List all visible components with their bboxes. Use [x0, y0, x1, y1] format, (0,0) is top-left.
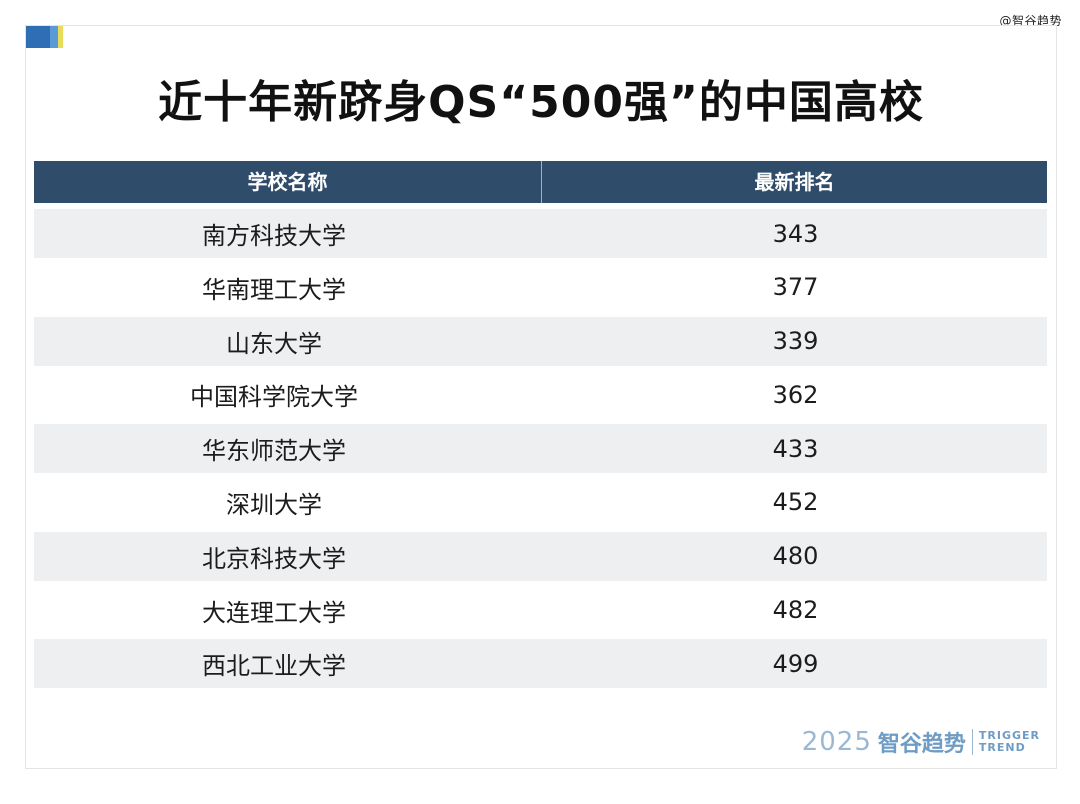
- rank-value: 362: [772, 380, 819, 409]
- brand-divider: [971, 729, 973, 755]
- brand-english-line1: TRIGGER: [978, 729, 1040, 742]
- table-card: 近十年新跻身QS“500强”的中国高校 学校名称 最新排名 南方科技大学 343…: [25, 25, 1057, 769]
- table-row: 北京科技大学 480: [34, 531, 1047, 581]
- brand-year: 2025: [801, 727, 872, 757]
- school-name: 华东师范大学: [202, 437, 346, 466]
- header-school-name: 学校名称: [34, 161, 542, 203]
- watermark: @智谷趋势: [999, 14, 1062, 28]
- rank-value: 452: [772, 488, 819, 517]
- rank-value: 433: [772, 434, 819, 463]
- brand-name: 智谷趋势: [877, 732, 966, 757]
- brand-english: TRIGGER TREND: [979, 730, 1040, 754]
- school-name: 深圳大学: [226, 490, 322, 519]
- rank-value: 480: [772, 542, 819, 571]
- ranking-table: 学校名称 最新排名 南方科技大学 343 华南理工大学 377 山东大学 339…: [34, 161, 1047, 693]
- table-row: 南方科技大学 343: [34, 209, 1047, 258]
- school-name: 西北工业大学: [202, 652, 346, 681]
- rank-value: 339: [772, 327, 819, 356]
- rank-value: 343: [772, 219, 819, 248]
- rank-value: 482: [772, 596, 819, 625]
- brand-english-line2: TREND: [978, 741, 1026, 754]
- rank-value: 377: [772, 273, 819, 302]
- table-row: 中国科学院大学 362: [34, 370, 1047, 419]
- page-title: 近十年新跻身QS“500强”的中国高校: [158, 77, 924, 128]
- school-name: 南方科技大学: [202, 222, 346, 250]
- table-row: 大连理工大学 482: [34, 586, 1047, 635]
- table-row: 西北工业大学 499: [34, 639, 1047, 689]
- corner-decoration: [26, 26, 64, 48]
- school-name: 华南理工大学: [202, 275, 346, 304]
- table-body: 南方科技大学 343 华南理工大学 377 山东大学 339 中国科学院大学 3…: [34, 209, 1047, 689]
- table-row: 华南理工大学 377: [34, 263, 1047, 312]
- table-header: 学校名称 最新排名: [34, 161, 1047, 203]
- table-row: 山东大学 339: [34, 316, 1047, 366]
- brand-logo: 2025 智谷趋势 TRIGGER TREND: [802, 726, 1040, 758]
- school-name: 北京科技大学: [202, 544, 346, 573]
- school-name: 大连理工大学: [202, 598, 346, 627]
- school-name: 山东大学: [226, 329, 322, 358]
- rank-value: 499: [772, 649, 819, 678]
- table-row: 深圳大学 452: [34, 478, 1047, 527]
- header-latest-rank: 最新排名: [754, 170, 835, 194]
- school-name: 中国科学院大学: [190, 383, 358, 412]
- table-row: 华东师范大学 433: [34, 424, 1047, 474]
